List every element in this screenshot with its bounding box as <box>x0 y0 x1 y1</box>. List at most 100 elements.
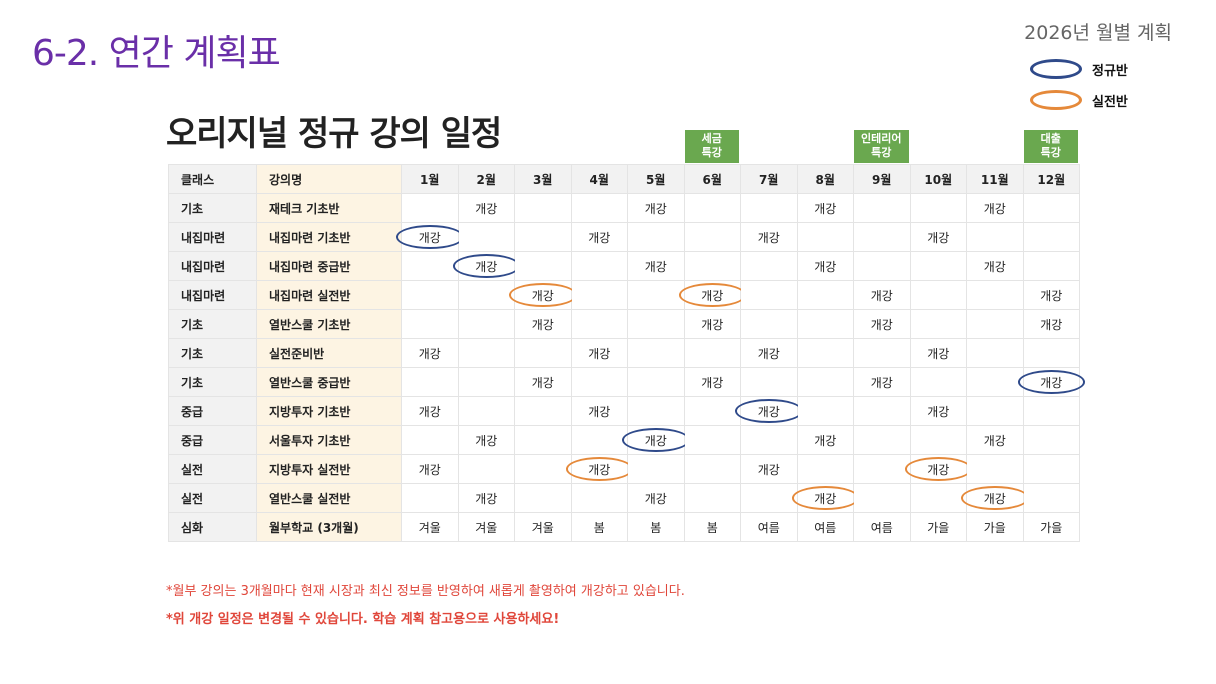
open-status: 개강 <box>1040 375 1063 390</box>
month-cell: 개강 <box>683 367 741 397</box>
month-cell: 개강 <box>796 251 854 281</box>
header-month: 9월 <box>853 164 911 194</box>
month-cell: 봄 <box>627 512 685 542</box>
month-cell <box>740 280 798 310</box>
month-cell <box>514 425 572 455</box>
month-cell: 겨울 <box>514 512 572 542</box>
month-cell: 개강 <box>401 396 459 426</box>
header-month: 7월 <box>740 164 798 194</box>
special-lecture-badge: 인테리어 특강 <box>854 130 909 163</box>
month-cell <box>966 367 1024 397</box>
table-row: 내집마련 내집마련 중급반 개강 개강 개강 개강 <box>168 251 1080 281</box>
special-lecture-topic: 인테리어 <box>861 132 902 145</box>
month-cell <box>457 396 515 426</box>
open-status: 개강 <box>983 491 1006 506</box>
open-status: 개강 <box>588 230 611 245</box>
open-status: 개강 <box>814 491 837 506</box>
month-cell <box>627 222 685 252</box>
month-cell <box>514 193 572 223</box>
month-cell <box>514 454 572 484</box>
month-cell <box>740 483 798 513</box>
month-cell: 개강 <box>401 454 459 484</box>
table-row: 중급 서울투자 기초반 개강 개강 개강 개강 <box>168 425 1080 455</box>
course-cell: 내집마련 중급반 <box>256 251 402 281</box>
month-cell: 개강 <box>796 193 854 223</box>
month-cell: 개강 <box>966 251 1024 281</box>
month-cell <box>740 425 798 455</box>
course-cell: 실전준비반 <box>256 338 402 368</box>
open-status: 개강 <box>701 375 724 390</box>
open-status: 개강 <box>701 317 724 332</box>
month-cell <box>1022 425 1080 455</box>
open-status: 개강 <box>475 491 498 506</box>
practical-ellipse-icon <box>1030 90 1082 110</box>
open-status: 개강 <box>757 404 780 419</box>
class-cell: 내집마련 <box>168 280 257 310</box>
month-cell <box>570 309 628 339</box>
open-status: 봄 <box>650 520 662 535</box>
month-cell <box>740 251 798 281</box>
class-cell: 중급 <box>168 396 257 426</box>
table-row: 내집마련 내집마련 기초반 개강 개강 개강 개강 <box>168 222 1080 252</box>
month-cell <box>683 222 741 252</box>
table-row: 기초 실전준비반 개강 개강 개강 개강 <box>168 338 1080 368</box>
special-lecture-suffix: 특강 <box>701 146 722 159</box>
month-cell <box>966 396 1024 426</box>
month-cell <box>570 280 628 310</box>
course-cell: 지방투자 기초반 <box>256 396 402 426</box>
month-cell: 가을 <box>966 512 1024 542</box>
month-cell <box>796 338 854 368</box>
month-cell: 개강 <box>570 338 628 368</box>
month-cell <box>401 280 459 310</box>
month-cell <box>909 280 967 310</box>
month-cell: 개강 <box>966 425 1024 455</box>
regular-ellipse-icon <box>1030 59 1082 79</box>
month-cell <box>853 425 911 455</box>
month-cell: 개강 <box>853 309 911 339</box>
month-cell <box>853 483 911 513</box>
month-cell: 봄 <box>570 512 628 542</box>
month-cell: 개강 <box>622 425 690 455</box>
month-cell <box>909 309 967 339</box>
month-cell: 개강 <box>740 338 798 368</box>
month-cell: 개강 <box>627 483 685 513</box>
open-status: 개강 <box>531 288 554 303</box>
month-cell <box>627 454 685 484</box>
special-lecture-suffix: 특강 <box>1040 146 1061 159</box>
open-status: 개강 <box>1040 288 1063 303</box>
month-cell: 겨울 <box>401 512 459 542</box>
month-cell <box>1022 483 1080 513</box>
open-status: 개강 <box>1040 317 1063 332</box>
month-cell <box>740 193 798 223</box>
open-status: 여름 <box>757 520 780 535</box>
month-cell <box>796 309 854 339</box>
class-cell: 중급 <box>168 425 257 455</box>
open-status: 개강 <box>418 404 441 419</box>
footnote: *월부 강의는 3개월마다 현재 시장과 최신 정보를 반영하여 새롭게 촬영하… <box>166 584 685 599</box>
month-cell: 개강 <box>735 396 803 426</box>
month-cell <box>570 367 628 397</box>
month-cell <box>853 396 911 426</box>
month-cell: 개강 <box>570 396 628 426</box>
month-cell <box>401 309 459 339</box>
month-cell <box>570 251 628 281</box>
month-cell <box>570 193 628 223</box>
table-row: 기초 재테크 기초반 개강 개강 개강 개강 <box>168 193 1080 223</box>
month-cell <box>1022 222 1080 252</box>
month-cell <box>796 280 854 310</box>
month-cell <box>514 222 572 252</box>
month-cell: 개강 <box>1022 280 1080 310</box>
month-cell <box>796 222 854 252</box>
course-cell: 월부학교 (3개월) <box>256 512 402 542</box>
month-cell: 개강 <box>457 483 515 513</box>
month-cell <box>966 222 1024 252</box>
table-row: 실전 지방투자 실전반 개강 개강 개강 개강 <box>168 454 1080 484</box>
open-status: 겨울 <box>531 520 554 535</box>
schedule-table: 클래스 강의명 1월 2월 3월 4월 5월 6월 7월 8월 9월 10월 11월 12월 기초 재테크 기… <box>168 164 1085 542</box>
open-status: 개강 <box>531 317 554 332</box>
open-status: 개강 <box>814 259 837 274</box>
open-status: 개강 <box>588 462 611 477</box>
open-status: 개강 <box>531 375 554 390</box>
month-cell <box>966 338 1024 368</box>
header-month: 8월 <box>796 164 854 194</box>
